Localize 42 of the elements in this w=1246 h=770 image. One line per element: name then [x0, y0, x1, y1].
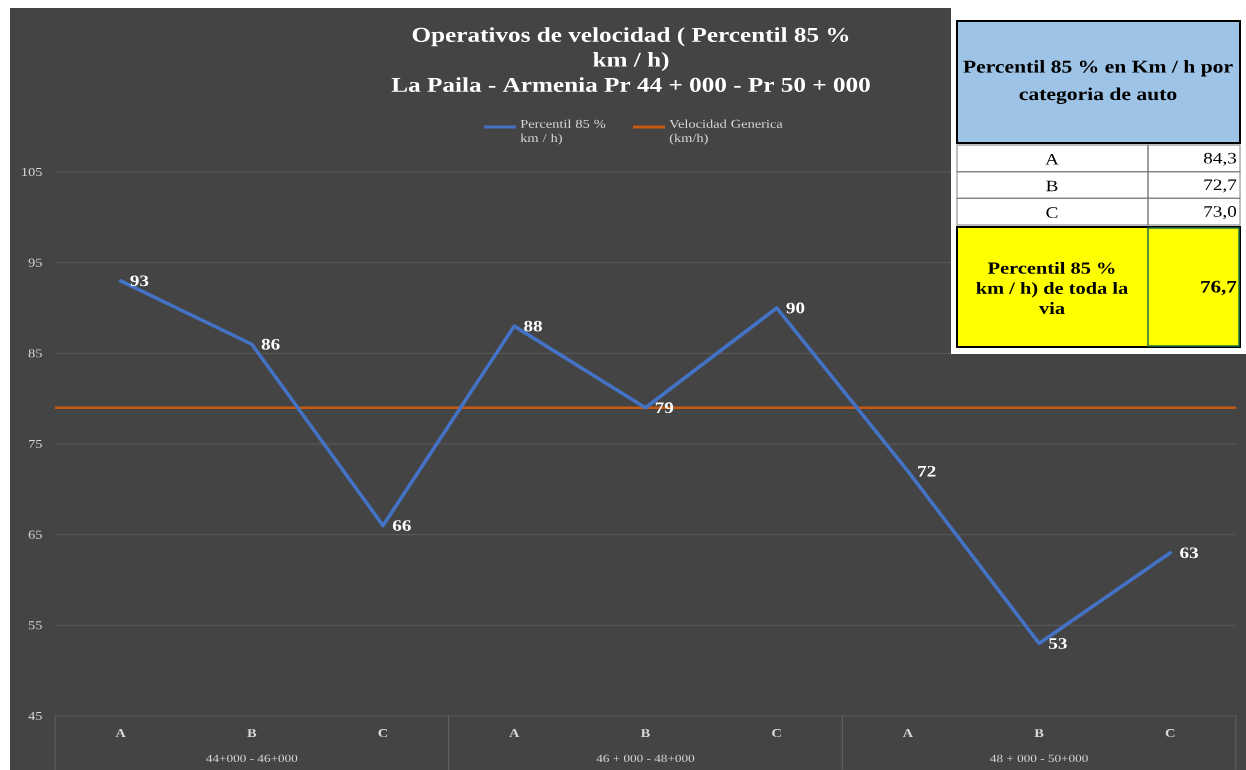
x-tick-label: A	[902, 729, 913, 737]
x-tick-label: B	[247, 729, 257, 738]
data-label: 79	[655, 402, 674, 414]
x-tick-label: C	[1165, 729, 1175, 738]
y-tick-label: 75	[29, 440, 42, 448]
y-tick-label: 45	[28, 711, 42, 720]
data-label: 63	[1180, 547, 1199, 559]
data-label: 90	[786, 302, 805, 314]
data-label: 86	[261, 338, 280, 350]
x-tick-label: C	[772, 729, 781, 738]
text: 44+000 - 46+000	[206, 754, 298, 763]
annotation: 72,7	[1204, 179, 1237, 193]
data-label: 66	[392, 520, 411, 531]
y-tick-label: 55	[28, 621, 42, 630]
data-label: 88	[524, 320, 542, 332]
data-label: 93	[130, 275, 149, 287]
chart-subtitle: La Paila - Armenia Pr 44 + 000 - Pr 50 + 000	[391, 77, 870, 92]
y-tick-label: 105	[22, 167, 42, 177]
y-tick-label: 65	[28, 530, 42, 539]
annotation: 73,0	[1204, 206, 1237, 220]
data-label: 72	[918, 465, 936, 477]
legend-label: Velocidad Generica (km/h)	[669, 119, 783, 145]
chart-title: Operativos de velocidad ( Percentil 85 % km / h)	[412, 27, 849, 72]
text: A	[1045, 154, 1059, 165]
x-tick-label: B	[640, 729, 650, 738]
text: categoria de auto	[1019, 87, 1177, 104]
annotation: B	[1046, 180, 1058, 192]
text: Percentil 85 % en Km / h por	[963, 60, 1233, 77]
data-label: 53	[1049, 638, 1067, 649]
text: 48 + 000 - 50+000	[990, 754, 1088, 763]
x-tick-label: B	[1034, 729, 1044, 738]
text: 46 + 000 - 48+000	[596, 754, 695, 763]
annotation: Percentil 85 % km / h) de toda la via	[976, 261, 1128, 315]
y-tick-label: 85	[28, 349, 42, 358]
text: 84,3	[1203, 152, 1237, 166]
x-tick-label: A	[509, 729, 520, 737]
y-tick-label: 95	[28, 258, 42, 267]
legend-label: Percentil 85 % km / h)	[520, 119, 606, 145]
annotation: 76,7	[1201, 280, 1237, 296]
x-tick-label: C	[378, 729, 388, 738]
x-tick-label: A	[115, 729, 126, 737]
annotation: C	[1046, 207, 1058, 219]
